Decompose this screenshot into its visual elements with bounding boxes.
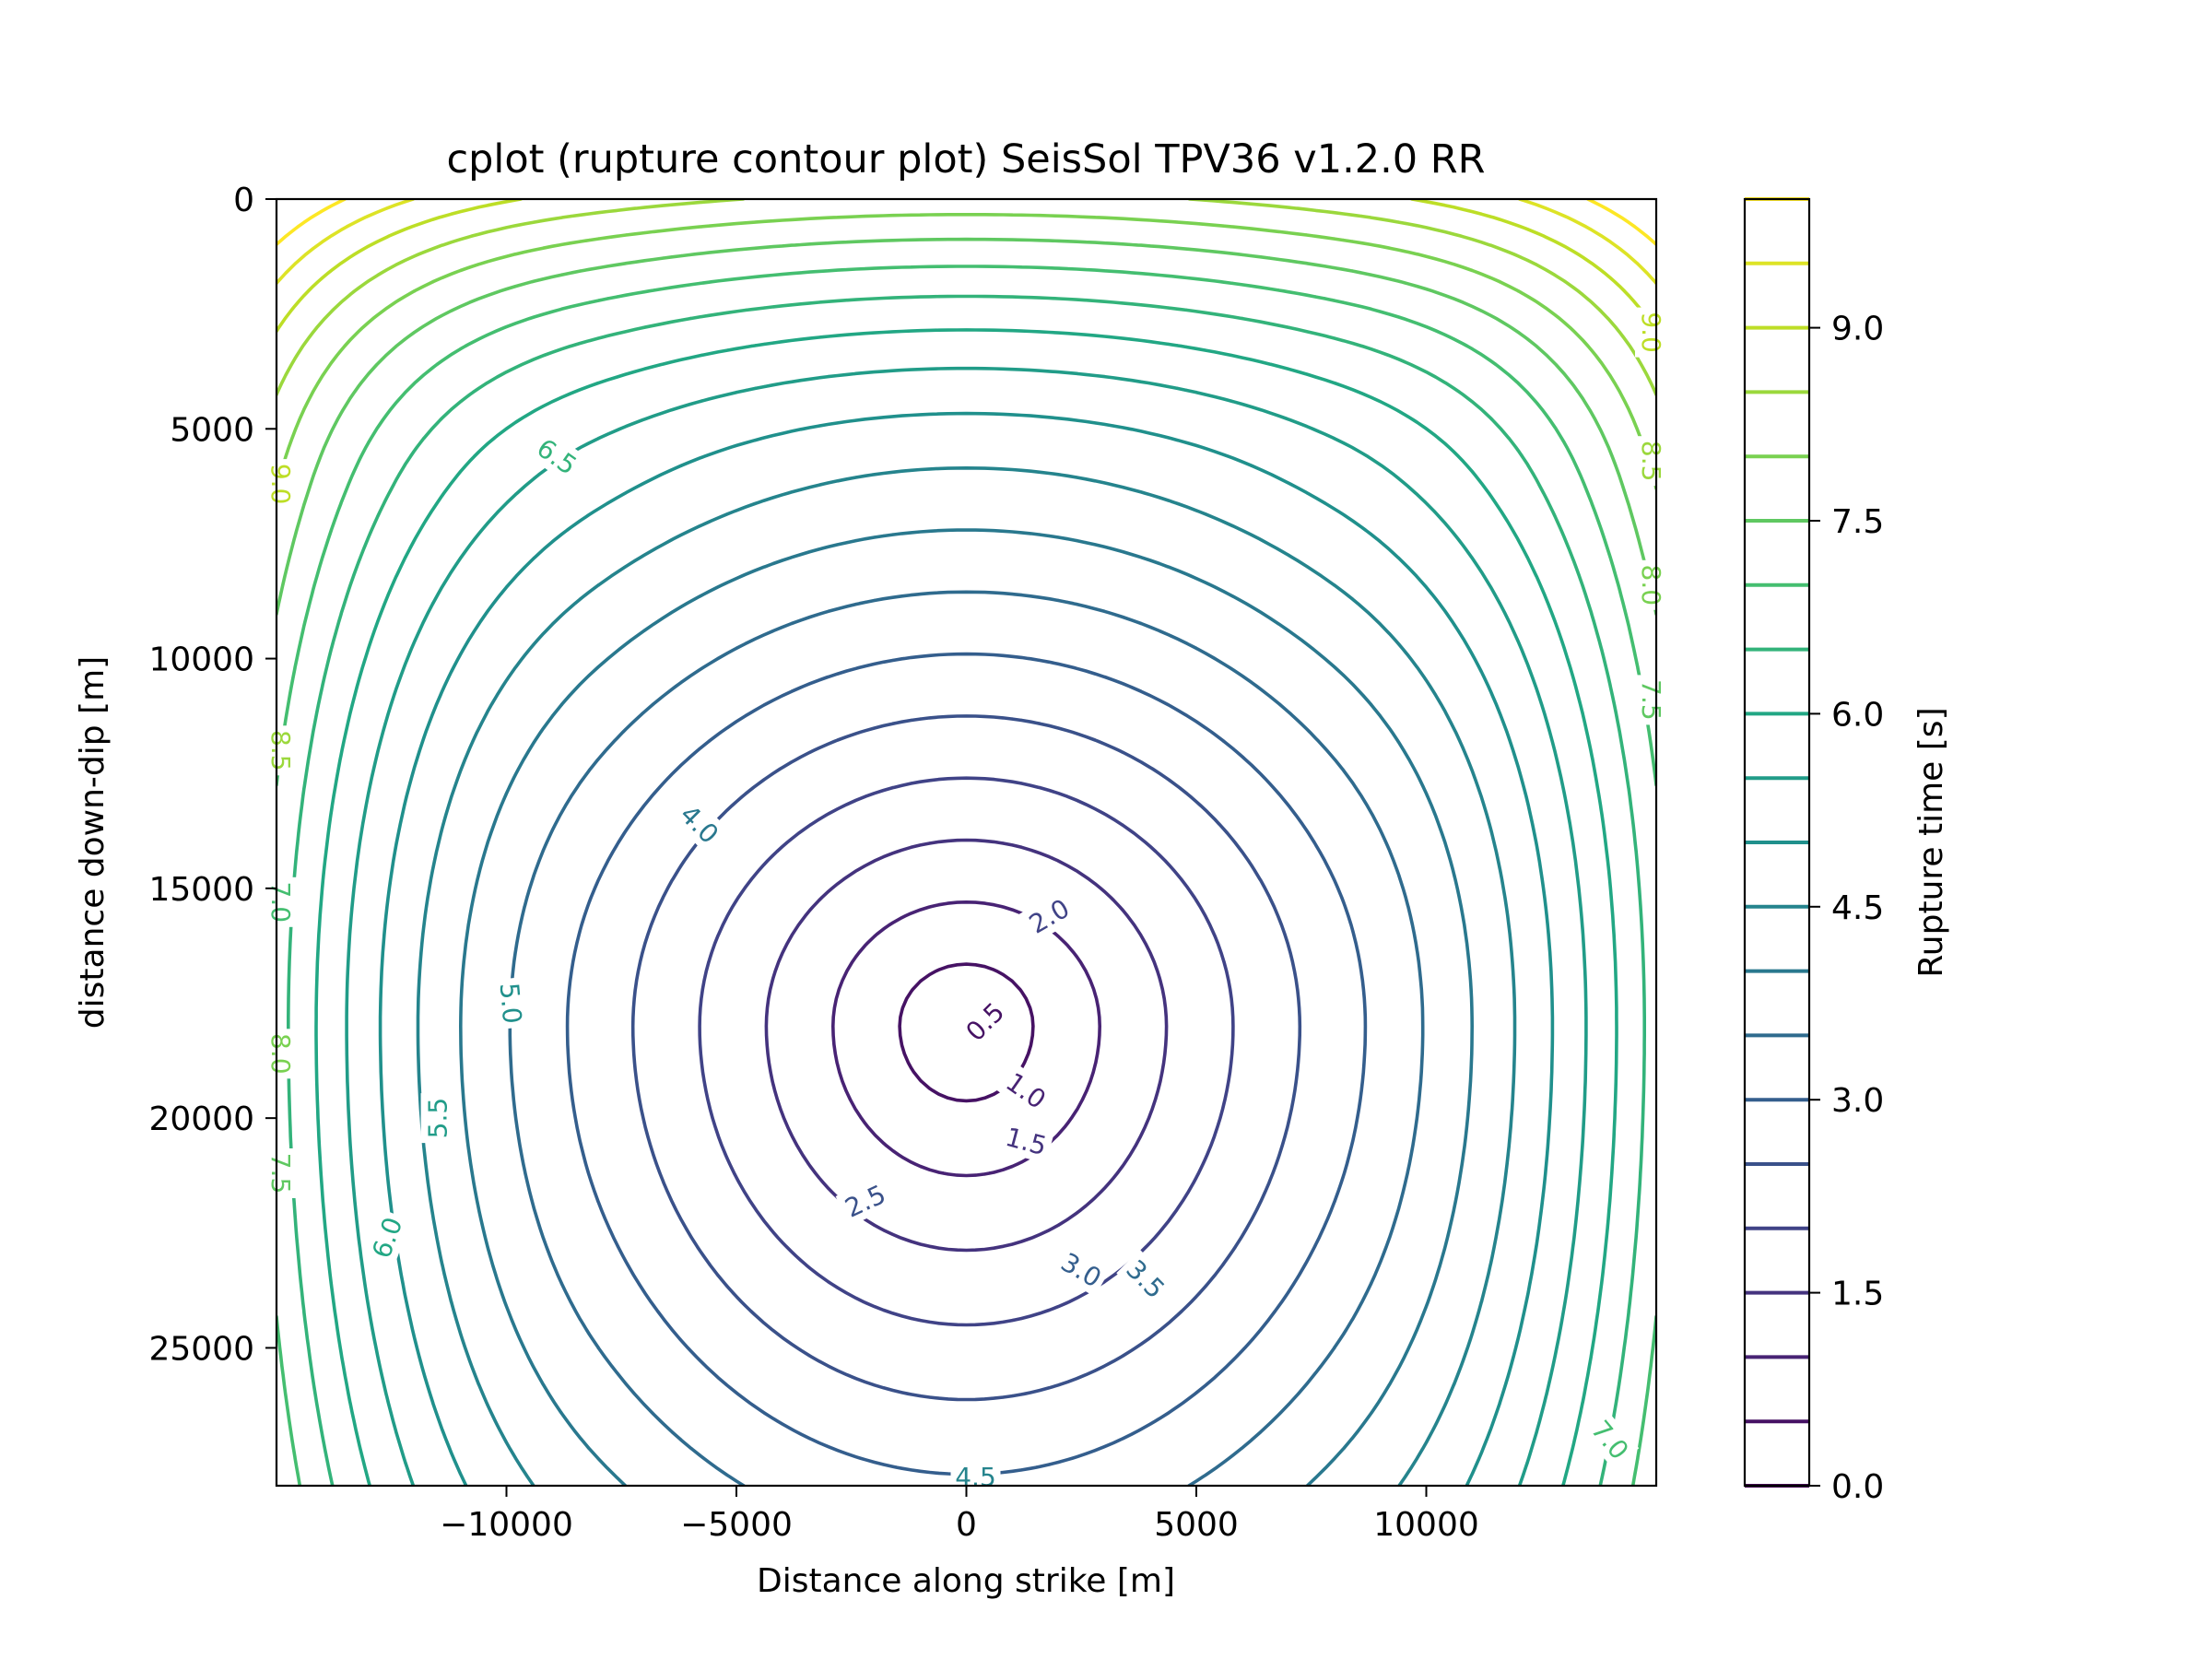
contour-label: 7.5	[1635, 675, 1668, 724]
contour-label-text: 8.5	[1636, 441, 1666, 482]
colorbar-tick-label: 6.0	[1831, 696, 1884, 734]
contour-label-text: 0.5	[959, 996, 1010, 1047]
y-tick-label: 20000	[148, 1100, 254, 1138]
y-tick-label: 10000	[148, 641, 254, 679]
contour-label-text: 9.0	[1636, 312, 1666, 353]
colorbar-label: Rupture time [s]	[1912, 707, 1950, 977]
contour-label: 3.0	[1052, 1243, 1112, 1297]
contour-label: 7.0	[1582, 1410, 1639, 1470]
contour-label: 5.0	[492, 977, 530, 1030]
contour-label-text: 9.0	[265, 464, 296, 505]
contour-line	[461, 530, 1472, 1486]
colorbar-tick-label: 7.5	[1831, 503, 1884, 541]
contour-line	[833, 902, 1100, 1176]
colorbar-tick-label: 1.5	[1831, 1276, 1884, 1313]
y-tick-label: 15000	[148, 871, 254, 909]
contour-label: 9.0	[1635, 308, 1668, 358]
contour-label: 8.0	[265, 1029, 298, 1078]
y-tick-label: 25000	[148, 1330, 254, 1368]
x-tick-label: −5000	[680, 1506, 793, 1544]
contour-label: 8.5	[265, 725, 298, 775]
contour-label-text: 3.5	[1120, 1254, 1171, 1305]
contour-label: 7.5	[265, 1148, 298, 1198]
contour-label-text: 5.0	[494, 982, 528, 1025]
y-tick-label: 5000	[170, 411, 254, 449]
contour-line	[510, 592, 1422, 1486]
contour-label: 5.5	[421, 1093, 454, 1143]
contour-label-text: 1.5	[1002, 1122, 1050, 1161]
x-tick-label: 5000	[1154, 1506, 1239, 1544]
x-axis: −10000 −5000 0 5000 10000	[440, 1486, 1479, 1544]
contour-label: 1.5	[998, 1119, 1054, 1164]
contour-label: 3.5	[1116, 1250, 1175, 1309]
contour-label: 1.0	[996, 1063, 1056, 1118]
y-axis-label: distance down-dip [m]	[74, 656, 112, 1029]
contour-line	[316, 330, 1617, 1486]
contour-label: 2.5	[836, 1175, 895, 1226]
colorbar-tick-label: 4.5	[1831, 889, 1884, 927]
colorbar-tick-label: 3.0	[1831, 1082, 1884, 1120]
contour-label: 8.0	[1635, 560, 1668, 610]
contour-label-text: 7.5	[265, 1153, 296, 1194]
colorbar-tick-label: 9.0	[1831, 311, 1884, 348]
x-tick-label: 0	[956, 1506, 977, 1544]
contour-label: 0.5	[956, 993, 1015, 1052]
contour-label: 8.5	[1635, 436, 1668, 486]
contour-label: 4.5	[951, 1460, 1001, 1493]
x-tick-label: 10000	[1373, 1506, 1479, 1544]
contour-label: 2.0	[1019, 889, 1079, 943]
contour-label: 6.0	[363, 1208, 411, 1266]
contour-label: 7.0	[265, 877, 298, 927]
contour-line	[418, 468, 1515, 1486]
contour-line	[700, 778, 1233, 1324]
contour-label-text: 4.5	[955, 1462, 996, 1492]
chart-title: cplot (rupture contour plot) SeisSol TPV…	[446, 136, 1485, 182]
contour-label-text: 5.5	[423, 1098, 453, 1139]
y-axis: 0 5000 10000 15000 20000 25000	[148, 182, 276, 1368]
contour-label-text: 8.0	[1636, 565, 1666, 606]
contour-label-text: 8.0	[265, 1033, 296, 1075]
plot-frame	[276, 199, 1656, 1486]
contour-label: 9.0	[265, 459, 298, 509]
contour-label-text: 4.0	[674, 799, 724, 850]
contour-labels: 0.51.01.52.02.53.0 3.54.04.55.05.56.06.57…	[265, 308, 1668, 1493]
contour-label: 4.0	[670, 794, 729, 853]
y-tick-label: 0	[233, 182, 254, 219]
x-axis-label: Distance along strike [m]	[757, 1562, 1175, 1600]
colorbar-tick-label: 0.0	[1831, 1468, 1884, 1506]
contour-lines	[276, 199, 1656, 1486]
contour-line	[633, 716, 1300, 1400]
x-tick-label: −10000	[440, 1506, 573, 1544]
contour-line	[288, 297, 1644, 1487]
contour-label-text: 8.5	[265, 730, 296, 771]
contour-label-text: 7.5	[1636, 679, 1666, 721]
contour-line	[347, 369, 1586, 1486]
colorbar: 0.0 1.5 3.0 4.5 6.0 7.5 9.0	[1745, 199, 1884, 1506]
contour-line	[276, 199, 1656, 283]
